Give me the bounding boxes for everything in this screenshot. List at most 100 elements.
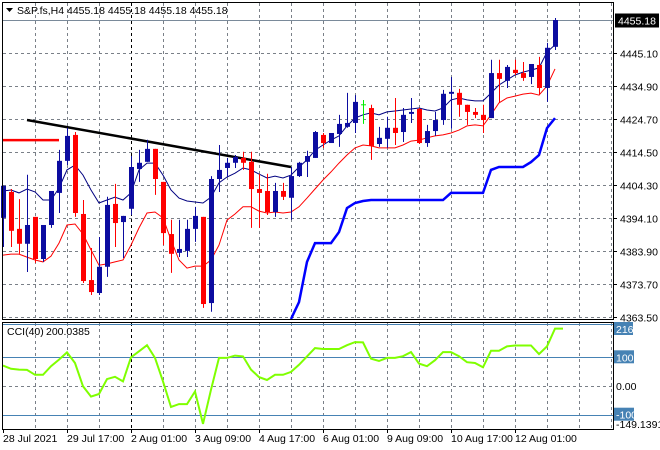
candle — [185, 219, 190, 258]
candle — [73, 132, 78, 217]
cci-line — [2, 327, 563, 425]
candle — [321, 132, 326, 148]
candle-body — [65, 135, 70, 161]
candle-body — [185, 228, 190, 251]
candle-body — [33, 216, 38, 260]
current-price-label: 4455.18 — [618, 16, 656, 28]
candle — [313, 131, 318, 158]
candle-body — [193, 215, 198, 229]
candle-body — [225, 162, 230, 168]
candle — [369, 104, 374, 160]
candle-body — [393, 127, 398, 133]
candle — [33, 216, 38, 263]
grid — [3, 3, 613, 429]
candle — [257, 173, 262, 228]
candle — [145, 139, 150, 162]
candle — [233, 155, 238, 168]
price-axis-label: 4434.90 — [620, 82, 658, 94]
candle — [225, 157, 230, 178]
candle — [505, 64, 510, 88]
time-axis-label: 4 Aug 17:00 — [259, 433, 315, 445]
candle-body — [9, 191, 14, 231]
price-axis-label: 4363.50 — [620, 313, 658, 325]
candle-body — [505, 66, 510, 81]
candle — [81, 200, 86, 283]
candle — [105, 196, 110, 277]
chart-header: S&P.fs,H4 4455.18 4455.18 4455.18 4455.1… — [6, 5, 228, 17]
candle — [345, 92, 350, 128]
candle — [353, 95, 358, 133]
candle — [153, 148, 158, 195]
frames — [2, 2, 614, 430]
candle — [553, 17, 558, 51]
time-axis-label: 2 Aug 01:00 — [131, 433, 187, 445]
trendline[interactable] — [26, 118, 292, 169]
candle-body — [233, 156, 238, 163]
triangle-down-icon[interactable] — [6, 8, 13, 12]
candle-body — [401, 114, 406, 133]
axes: 4445.10 4434.90 4424.70 4414.50 4404.30 4394.… — [3, 13, 660, 445]
candle — [281, 182, 286, 201]
price-axis-label: 4414.50 — [620, 148, 658, 160]
candle-body — [265, 190, 270, 213]
candle — [337, 114, 342, 147]
price-axis-label: 4383.90 — [620, 247, 658, 259]
candle-body — [105, 204, 110, 267]
cci-plot-frame — [2, 322, 614, 430]
candle — [385, 116, 390, 148]
candle-body — [57, 160, 62, 193]
candle — [49, 190, 54, 228]
time-axis-label: 9 Aug 09:00 — [387, 433, 443, 445]
candle — [513, 59, 518, 76]
indicators — [2, 44, 556, 320]
time-axis-label: 28 Jul 2021 — [3, 433, 57, 445]
candle — [497, 59, 502, 103]
candle — [289, 167, 294, 220]
candle — [489, 59, 494, 119]
candle — [97, 236, 102, 295]
candle — [57, 149, 62, 214]
candle-body — [553, 20, 558, 47]
time-axis-label: 10 Aug 17:00 — [451, 433, 513, 445]
candle — [241, 151, 246, 170]
candle — [473, 108, 478, 119]
candle-body — [513, 69, 518, 74]
candle-body — [177, 248, 182, 253]
candle-body — [49, 190, 54, 225]
price-axis-label: 4445.10 — [620, 49, 658, 61]
candle — [305, 150, 310, 178]
candle-body — [313, 132, 318, 158]
candle-body — [257, 189, 262, 193]
candle-body — [25, 224, 30, 244]
candle — [65, 127, 70, 166]
price-axis-label: 4373.70 — [620, 280, 658, 292]
candle-body — [273, 190, 278, 213]
cci-header: CCI(40) 200.0385 — [7, 326, 90, 338]
candle — [481, 104, 486, 133]
candle — [161, 181, 166, 246]
candle-body — [473, 111, 478, 115]
candle-body — [353, 101, 358, 123]
price-axis-label: 4424.70 — [620, 115, 658, 127]
candle-body — [481, 114, 486, 121]
candle-body — [529, 63, 534, 77]
candle — [25, 174, 30, 272]
candle-body — [337, 123, 342, 134]
candle — [441, 89, 446, 125]
candle-body — [81, 213, 86, 282]
symbol-label: S&P.fs,H4 — [17, 5, 64, 17]
candle-body — [129, 167, 134, 209]
candle-body — [1, 185, 6, 218]
candle — [201, 216, 206, 308]
candle — [209, 176, 214, 312]
candle — [137, 149, 142, 182]
time-axis-label: 3 Aug 09:00 — [195, 433, 251, 445]
candle-body — [329, 132, 334, 144]
candle-body — [377, 137, 382, 145]
candle-body — [417, 109, 422, 144]
candle — [465, 104, 470, 125]
candle — [265, 173, 270, 215]
candle-body — [545, 47, 550, 88]
cci-value: 200.0385 — [46, 326, 90, 338]
